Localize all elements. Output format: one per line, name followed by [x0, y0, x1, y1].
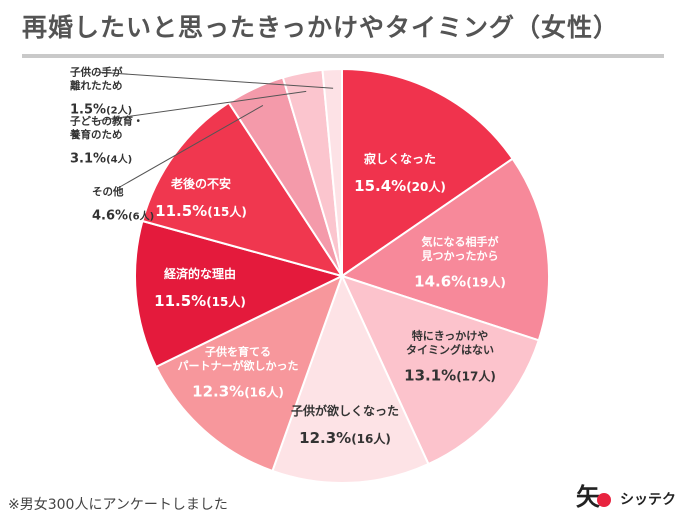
slice-label: 子どもの教育・養育のため — [69, 115, 144, 142]
slice-value: 14.6%(19人) — [414, 273, 506, 291]
slice-value: 11.5%(15人) — [154, 292, 246, 310]
slice-label: 寂しくなった — [364, 151, 436, 166]
pie-labels: 寂しくなった 15.4%(20人) 気になる相手が見つかったから 14.6%(19人)… — [69, 66, 506, 448]
slice-value: 1.5%(2人) — [70, 103, 132, 118]
slice-label: 経済的な理由 — [164, 266, 236, 281]
pie-slice — [134, 219, 345, 369]
pie-slice — [339, 157, 550, 342]
title-divider — [22, 54, 664, 58]
slice-value: 3.1%(4人) — [70, 152, 132, 167]
slice-label: 特にきっかけやタイミングはない — [406, 329, 494, 357]
slice-value: 12.3%(16人) — [299, 429, 391, 447]
slice-value: 12.3%(16人) — [192, 383, 284, 401]
pie-slices — [134, 67, 550, 484]
brand-name: シッテク — [620, 492, 676, 508]
slice-label: 子供の手が離れたため — [70, 66, 123, 93]
callout-line — [95, 71, 334, 89]
slice-label: 気になる相手が見つかったから — [421, 235, 499, 263]
slice-value: 13.1%(17人) — [404, 367, 496, 385]
callout-line — [95, 90, 307, 122]
slice-label: 老後の不安 — [171, 176, 231, 191]
slice-label: 子供を育てるパートナーが欲しかった — [178, 345, 299, 373]
survey-footnote: ※男女300人にアンケートしました — [8, 497, 228, 513]
pie-slice — [154, 274, 344, 473]
slice-label: その他 — [92, 185, 124, 198]
pie-slice — [341, 67, 514, 278]
slice-value: 11.5%(15人) — [155, 202, 247, 220]
pie-slice — [340, 274, 541, 466]
chart-title: 再婚したいと思ったきっかけやタイミング（女性） — [22, 13, 620, 42]
pie-slice — [321, 67, 343, 277]
pie-slice — [271, 273, 430, 484]
slice-label: 子供が欲しくなった — [291, 403, 399, 418]
callout-line — [117, 104, 264, 189]
brand-dot-icon — [597, 493, 611, 507]
slice-value: 15.4%(20人) — [354, 177, 446, 195]
slice-value: 4.6%(6人) — [92, 209, 154, 224]
brand-mark: 矢 — [576, 483, 600, 511]
